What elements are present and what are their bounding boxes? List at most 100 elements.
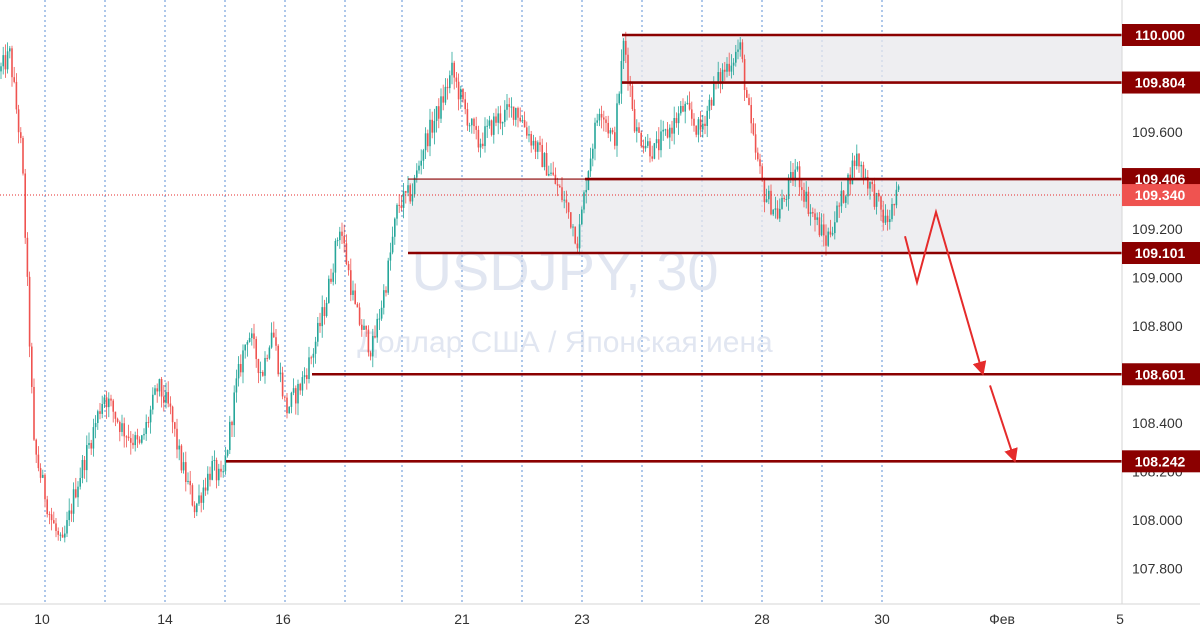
candle-body <box>46 499 48 515</box>
candle-body <box>213 460 216 462</box>
candle-body <box>394 218 396 237</box>
candle-body <box>28 276 31 347</box>
level-label-bg <box>1122 242 1200 265</box>
candle-body <box>125 436 128 438</box>
candle-body <box>818 217 821 236</box>
candle-body <box>490 120 493 135</box>
candle-body <box>218 468 220 481</box>
candle-body <box>572 226 574 228</box>
price-tick-label: 108.400 <box>1132 415 1183 431</box>
level-label: 108.601 <box>1135 366 1186 382</box>
candle-body <box>152 394 154 410</box>
candle-body <box>411 194 414 202</box>
candle-body <box>361 324 363 330</box>
candle-body <box>666 129 669 138</box>
candle-body <box>163 396 165 403</box>
candle-body <box>688 102 691 110</box>
candle-body <box>884 215 887 223</box>
level-label: 109.101 <box>1135 245 1186 261</box>
candle-body <box>350 270 352 295</box>
candle-body <box>88 442 90 446</box>
candle-body <box>636 127 638 132</box>
candle-body <box>323 307 326 317</box>
level-label: 108.242 <box>1135 453 1186 469</box>
candle-body <box>862 164 865 179</box>
candle-body <box>640 132 642 147</box>
candle-body <box>541 144 543 167</box>
candle-body <box>792 172 794 181</box>
candle-body <box>858 153 860 167</box>
candle-body <box>592 148 594 159</box>
candle-body <box>77 486 79 498</box>
candle-body <box>273 332 275 338</box>
candle-body <box>598 113 601 121</box>
candle-body <box>812 212 814 214</box>
watermark-description: Доллар США / Японская иена <box>357 326 773 359</box>
candle-body <box>59 534 62 536</box>
candle-body <box>427 133 429 147</box>
candle-body <box>143 433 145 436</box>
candle-body <box>675 118 678 124</box>
horizontal-levels[interactable] <box>226 33 1122 463</box>
candle-body <box>119 421 121 432</box>
price-tick-label: 109.600 <box>1132 124 1183 140</box>
candle-body <box>779 208 781 219</box>
candle-body <box>567 202 570 213</box>
candle-body <box>550 172 552 174</box>
candle-body <box>574 226 576 244</box>
candle-body <box>9 48 11 52</box>
candle-body <box>422 150 425 161</box>
candle-body <box>475 126 477 130</box>
candle-body <box>6 51 9 70</box>
candle-body <box>886 215 889 223</box>
candle-body <box>651 156 653 159</box>
candle-body <box>231 421 233 426</box>
symbol-watermark: USDJPY, 30 Доллар США / Японская иена <box>357 239 773 359</box>
candle-body <box>356 304 359 308</box>
candle-body <box>457 81 460 100</box>
current-price-label: 109.340 <box>1135 187 1186 203</box>
candle-body <box>856 153 858 167</box>
candle-body <box>314 341 317 354</box>
candle-body <box>845 196 847 203</box>
candle-body <box>13 77 15 82</box>
candle-body <box>310 357 312 359</box>
candle-body <box>737 49 739 52</box>
candle-body <box>699 119 702 130</box>
candle-body <box>94 423 97 428</box>
candle-body <box>697 119 700 135</box>
candle-body <box>728 63 730 72</box>
candle-body <box>783 197 785 200</box>
candle-body <box>438 106 440 119</box>
candle-body <box>642 146 645 149</box>
candle-body <box>196 503 198 513</box>
candle-body <box>303 375 306 378</box>
time-axis[interactable]: 10 14 16 21 23 28 30 Фев 5 <box>34 611 1124 627</box>
candle-body <box>827 231 829 246</box>
candle-body <box>444 86 447 103</box>
candle-body <box>462 88 464 100</box>
candle-body <box>803 189 805 202</box>
candle-body <box>836 205 838 223</box>
time-tick-label: 16 <box>275 611 291 627</box>
candle-body <box>215 460 218 481</box>
candle-body <box>770 190 772 215</box>
candle-body <box>37 454 40 469</box>
time-tick-label: 5 <box>1116 611 1124 627</box>
candle-body <box>693 118 695 126</box>
time-tick-label: 10 <box>34 611 50 627</box>
candle-body <box>798 166 801 188</box>
candle-body <box>101 403 103 414</box>
candle-body <box>556 184 559 186</box>
candle-body <box>658 139 660 151</box>
candle-body <box>281 372 284 397</box>
candle-body <box>224 455 227 472</box>
candle-body <box>732 62 735 66</box>
candle-body <box>691 109 693 119</box>
candle-body <box>297 383 299 404</box>
candle-body <box>4 55 7 70</box>
candle-body <box>669 127 671 138</box>
candle-body <box>257 359 260 373</box>
candle-body <box>662 129 664 132</box>
